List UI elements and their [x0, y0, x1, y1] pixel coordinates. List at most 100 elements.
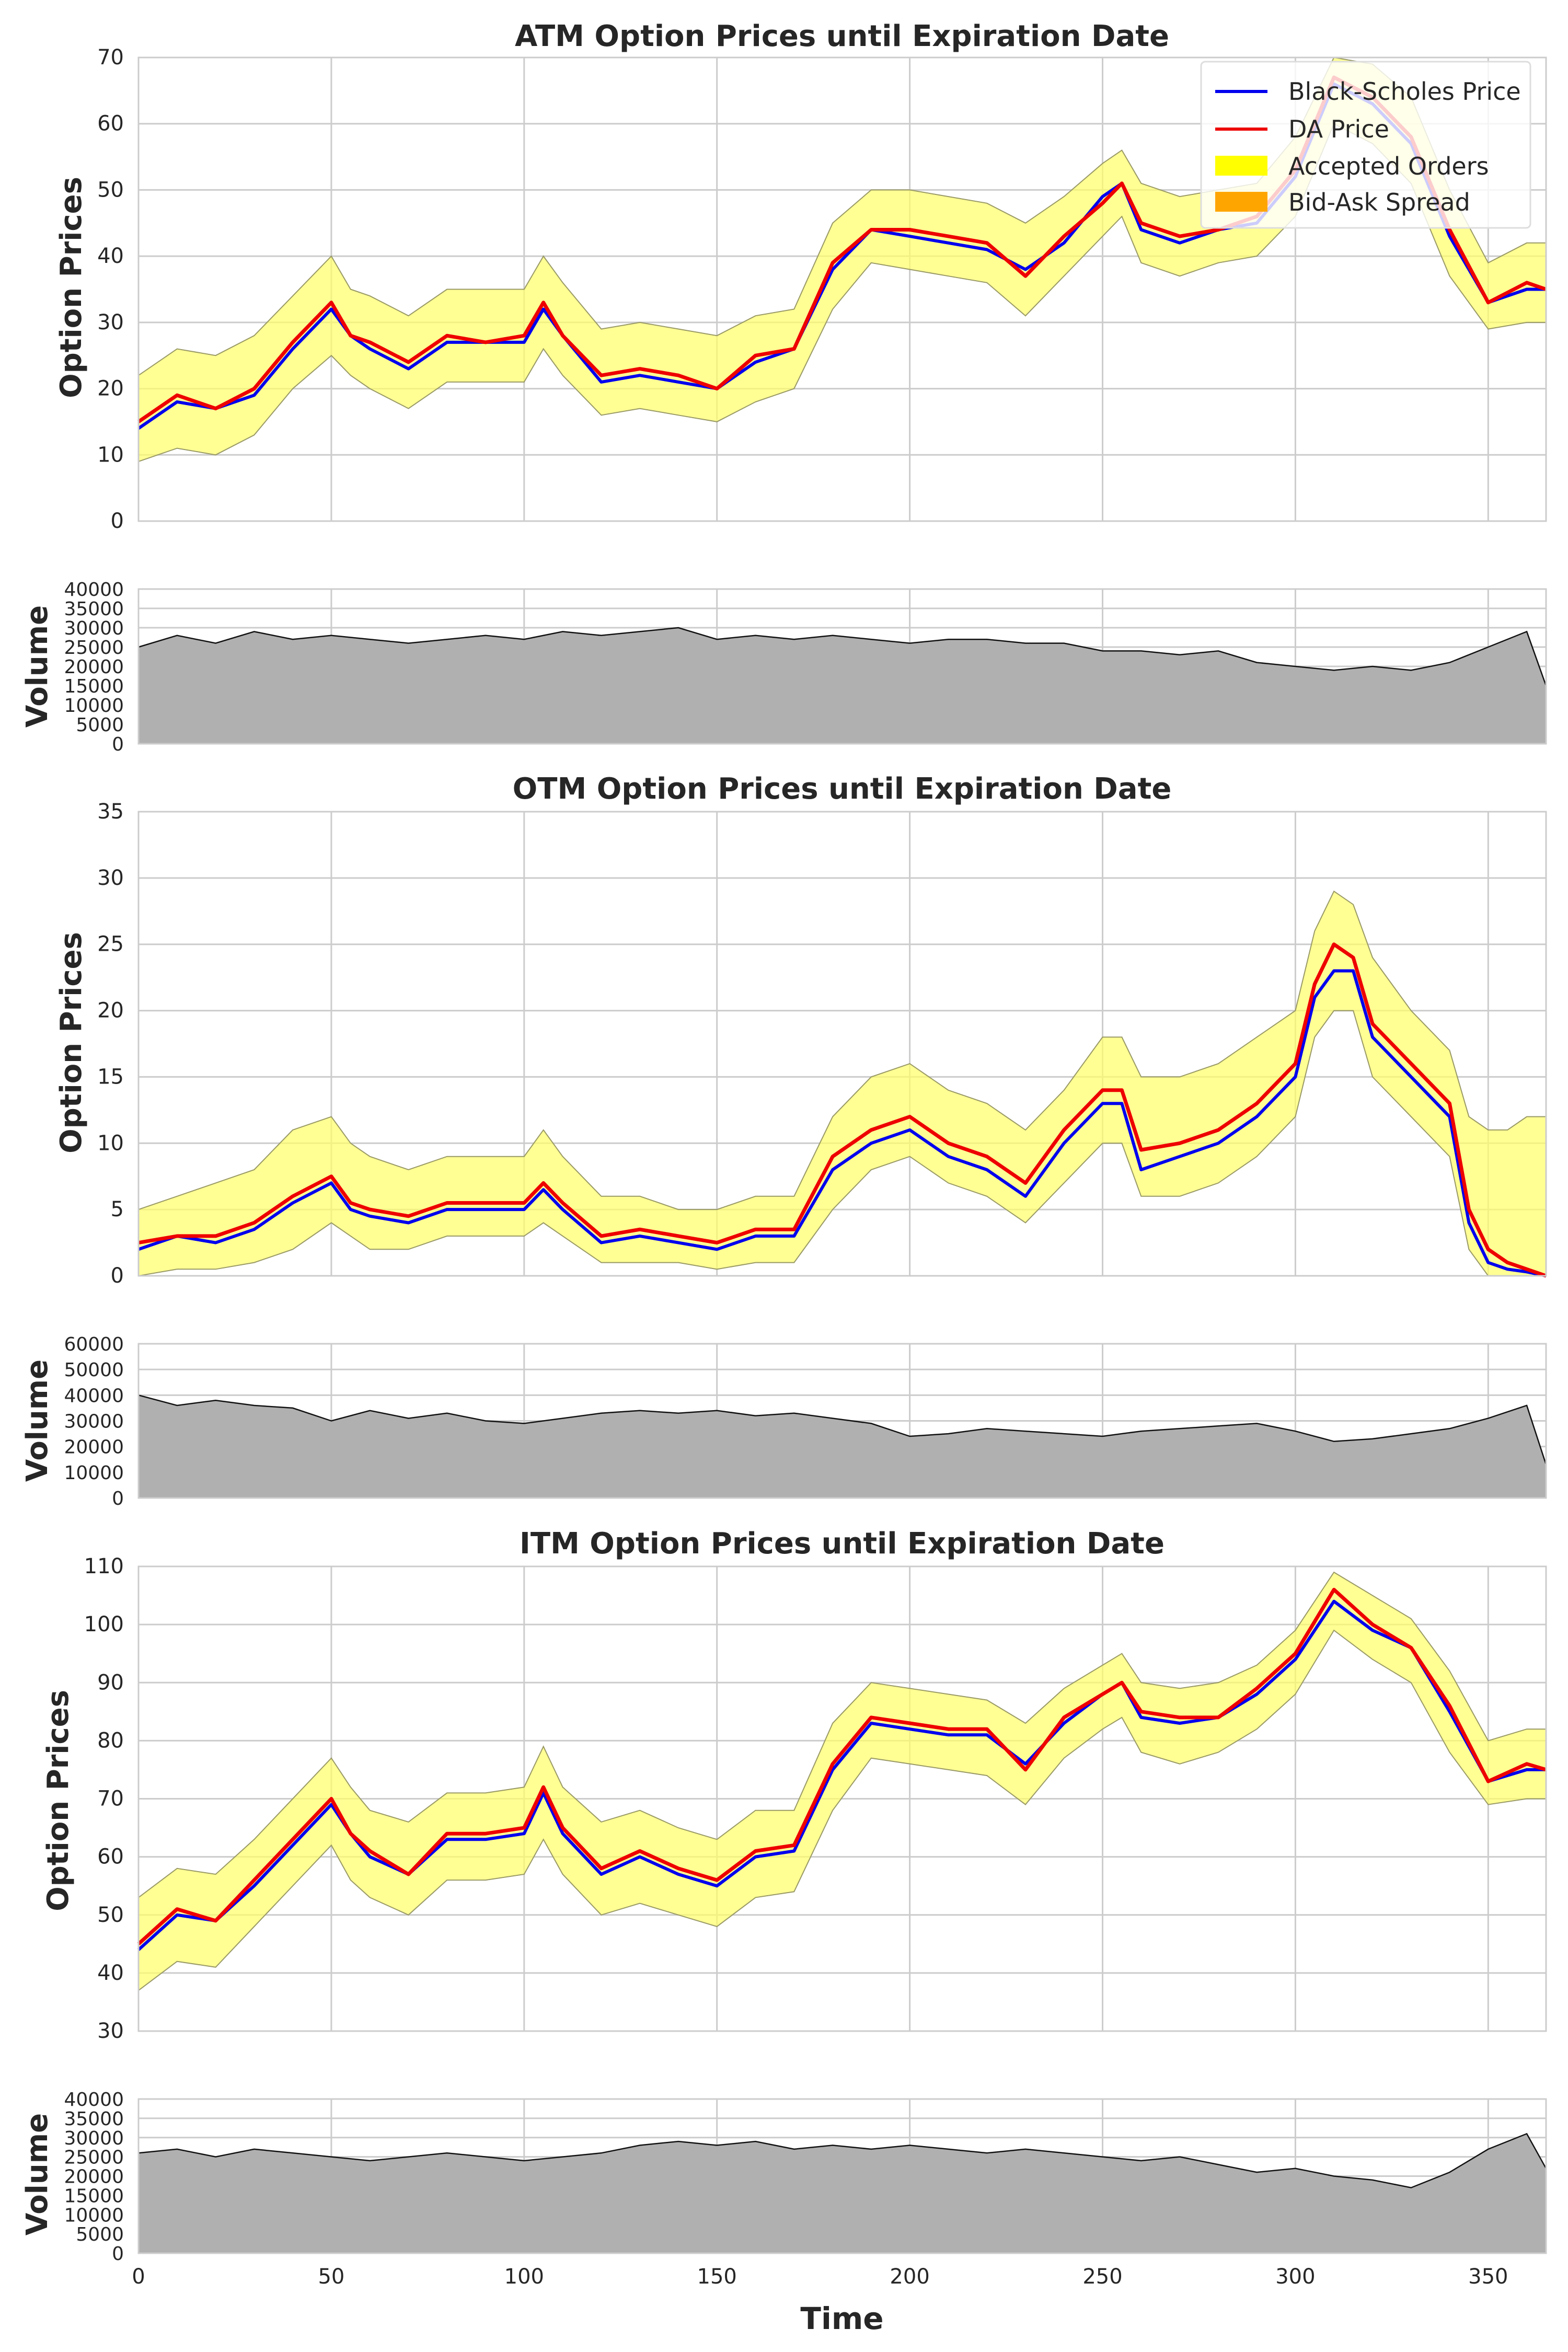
itm-volume-y-tick-label: 10000: [64, 2205, 124, 2226]
legend-label-black-scholes: Black-Scholes Price: [1288, 77, 1521, 106]
legend-item-da-price: DA Price: [1215, 115, 1389, 143]
itm-y-tick-label: 100: [84, 1612, 124, 1636]
atm-y-tick-label: 70: [97, 45, 124, 70]
otm-da-price-line: [138, 942, 1547, 1278]
atm-volume-y-tick-label: 30000: [64, 618, 124, 639]
otm-volume-y-tick-label: 60000: [64, 1334, 124, 1355]
itm-volume-volume-line: [138, 2132, 1547, 2188]
atm-y-tick-label: 30: [97, 310, 124, 335]
otm-black-scholes-line: [138, 969, 1547, 1277]
otm-volume-label: Volume: [20, 1359, 54, 1482]
itm-volume-volume-area: [139, 2134, 1546, 2253]
legend-item-bid-ask-spread: Bid-Ask Spread: [1215, 188, 1470, 216]
legend-swatch-accepted-orders: [1215, 156, 1267, 176]
atm-y-tick-label: 50: [97, 178, 124, 202]
atm-y-tick-label: 40: [97, 244, 124, 268]
atm-volume-panel: 0500010000150002000025000300003500040000…: [20, 579, 1547, 755]
otm-y-tick-label: 25: [97, 932, 124, 956]
otm-y-tick-label: 10: [97, 1131, 124, 1155]
legend-swatch-bid-ask-spread: [1215, 192, 1267, 212]
itm-accepted-orders-band: [138, 1571, 1547, 1992]
atm-volume-y-tick-label: 40000: [64, 579, 124, 601]
atm-y-tick-label: 0: [111, 509, 124, 533]
itm-y-tick-label: 80: [97, 1728, 124, 1753]
itm-y-tick-label: 30: [97, 2019, 124, 2043]
itm-y-axis-label: Option Prices: [41, 1690, 75, 1911]
itm-volume-panel: 0500010000150002000025000300003500040000…: [20, 2089, 1547, 2265]
atm-volume-volume-area: [139, 628, 1546, 744]
otm-y-axis-label: Option Prices: [54, 932, 88, 1154]
x-tick-label: 100: [504, 2265, 544, 2289]
atm-volume-y-tick-label: 35000: [64, 598, 124, 620]
itm-volume-y-tick-label: 0: [112, 2243, 124, 2265]
otm-volume-plot-layer: 0 10000 20000 30000 40000 50000 60000: [64, 1334, 1547, 1509]
otm-plot-layer: 0 5 10 15 20 25 30 35: [97, 800, 1547, 1288]
atm-chart-title: ATM Option Prices until Expiration Date: [515, 19, 1169, 53]
otm-y-tick-label: 15: [97, 1065, 124, 1089]
atm-volume-label: Volume: [20, 605, 54, 728]
itm-y-tick-label: 50: [97, 1903, 124, 1927]
itm-volume-y-tick-label: 30000: [64, 2128, 124, 2149]
atm-plot-layer: 0 10 20 30 40 50 60 70: [97, 45, 1547, 533]
itm-price-panel: 30 40 50 60 70 80 90 100 110 ITM Option Prices u…: [41, 1527, 1547, 2043]
otm-volume-y-tick-label: 20000: [64, 1437, 124, 1458]
atm-volume-volume-line: [138, 627, 1547, 686]
otm-volume-y-tick-label: 10000: [64, 1462, 124, 1484]
x-tick-label: 300: [1275, 2265, 1315, 2289]
itm-y-tick-label: 70: [97, 1787, 124, 1811]
x-tick-label: 250: [1082, 2265, 1122, 2289]
itm-plot-frame: [137, 1565, 1547, 2032]
itm-volume-plot-frame: [137, 2098, 1547, 2254]
itm-volume-y-tick-label: 25000: [64, 2147, 124, 2169]
itm-da-price-line: [137, 1587, 1547, 1945]
otm-price-panel: 0 5 10 15 20 25 30 35 OTM Option Prices until E…: [54, 772, 1547, 1288]
x-tick-label: 150: [697, 2265, 737, 2289]
otm-volume-y-tick-label: 0: [112, 1488, 124, 1509]
atm-volume-y-tick-label: 25000: [64, 637, 124, 659]
itm-volume-label: Volume: [20, 2113, 54, 2235]
atm-plot-frame: [137, 56, 1547, 522]
legend-label-bid-ask-spread: Bid-Ask Spread: [1288, 188, 1470, 216]
legend-item-black-scholes: Black-Scholes Price: [1215, 77, 1521, 106]
otm-y-tick-label: 20: [97, 999, 124, 1023]
atm-volume-y-tick-label: 15000: [64, 676, 124, 697]
atm-volume-y-tick-label: 20000: [64, 656, 124, 678]
atm-y-tick-label: 10: [97, 443, 124, 467]
itm-black-scholes-line: [137, 1599, 1546, 1951]
otm-volume-y-tick-label: 30000: [64, 1411, 124, 1433]
otm-y-tick-label: 5: [111, 1197, 124, 1221]
legend-label-accepted-orders: Accepted Orders: [1288, 152, 1489, 180]
itm-volume-y-tick-label: 5000: [76, 2224, 124, 2245]
legend-label-da-price: DA Price: [1288, 115, 1389, 143]
atm-price-panel: 0 10 20 30 40 50 60 70 ATM Option Prices until …: [54, 19, 1547, 533]
otm-volume-y-tick-label: 40000: [64, 1385, 124, 1406]
atm-y-tick-label: 60: [97, 112, 124, 136]
legend-item-accepted-orders: Accepted Orders: [1215, 152, 1489, 180]
atm-volume-y-tick-label: 0: [112, 734, 124, 755]
otm-volume-plot-frame: [137, 1343, 1547, 1499]
atm-volume-plot-frame: [137, 588, 1547, 745]
itm-y-tick-label: 110: [84, 1554, 124, 1578]
otm-accepted-orders-band: [138, 890, 1547, 1277]
otm-chart-title: OTM Option Prices until Expiration Date: [513, 772, 1172, 806]
itm-chart-title: ITM Option Prices until Expiration Date: [520, 1527, 1165, 1561]
otm-y-tick-label: 35: [97, 800, 124, 824]
itm-volume-y-tick-label: 40000: [64, 2089, 124, 2111]
x-tick-label: 350: [1468, 2265, 1508, 2289]
x-axis-label: Time: [800, 2301, 883, 2336]
x-tick-label: 50: [318, 2265, 344, 2289]
otm-volume-panel: 0 10000 20000 30000 40000 50000 60000 Volume: [20, 1334, 1547, 1509]
otm-y-tick-label: 0: [111, 1264, 124, 1288]
x-tick-label: 200: [890, 2265, 929, 2289]
atm-y-axis-label: Option Prices: [54, 177, 88, 398]
otm-volume-volume-line: [138, 1394, 1547, 1465]
atm-y-tick-label: 20: [97, 377, 124, 401]
itm-y-tick-label: 90: [97, 1670, 124, 1694]
x-tick-label: 0: [132, 2265, 145, 2289]
legend: Black-Scholes Price DA Price Accepted Or…: [1200, 61, 1531, 229]
legend-frame: [1200, 61, 1531, 229]
otm-volume-volume-area: [139, 1395, 1546, 1498]
